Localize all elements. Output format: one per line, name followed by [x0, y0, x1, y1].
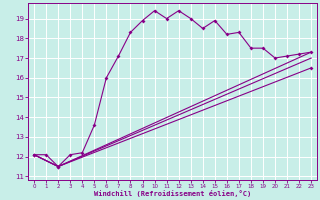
X-axis label: Windchill (Refroidissement éolien,°C): Windchill (Refroidissement éolien,°C) — [94, 190, 251, 197]
